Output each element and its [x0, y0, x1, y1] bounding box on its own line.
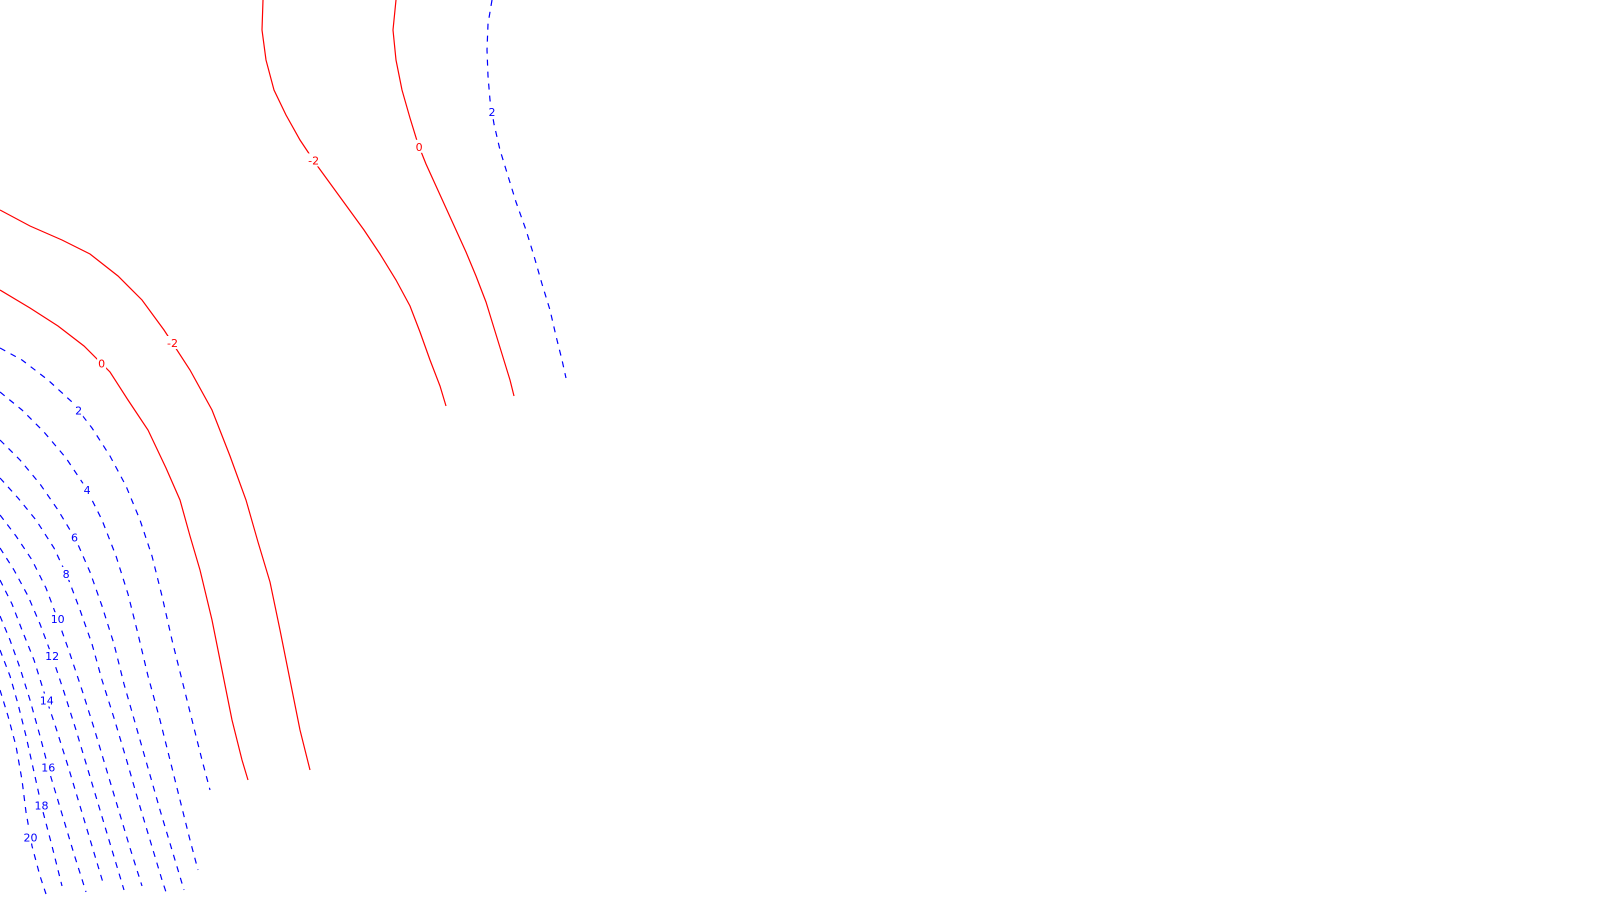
contour-label-bg-left-8	[61, 566, 71, 580]
contour-label-bg-left-4	[82, 483, 92, 497]
contour-label-bg-top-0	[414, 139, 424, 153]
contour-label-left-18: 18	[35, 800, 49, 813]
contour-line-left-20	[0, 689, 47, 895]
contour-label-left-14: 14	[40, 695, 54, 708]
contour-label-bg-left-14	[38, 693, 55, 707]
contour-label-left-16: 16	[41, 761, 55, 774]
contour-label-top-0: 0	[416, 141, 423, 154]
contour-label-left-2: 2	[75, 405, 82, 418]
contour-lines	[0, 0, 567, 895]
contour-line-left-8	[0, 477, 167, 893]
contour-label-top--2: -2	[308, 154, 319, 167]
contour-line-left-4	[0, 391, 199, 871]
contour-label-left-12: 12	[45, 650, 59, 663]
contour-line-left-6	[0, 439, 185, 891]
contour-label-bg-left-16	[40, 760, 57, 774]
contour-label-top-2: 2	[489, 106, 496, 119]
contour-label-bg-top-2	[487, 105, 497, 119]
contour-label-left-6: 6	[71, 532, 78, 545]
contour-label-bg-left-20	[22, 830, 39, 844]
contour-label-bg-left-12	[44, 649, 61, 663]
contour-label-left-10: 10	[51, 613, 65, 626]
contour-line-left-0	[0, 289, 249, 781]
contour-label-bg-top--2	[305, 153, 322, 167]
contour-label-left-4: 4	[84, 484, 91, 497]
contour-line-left-10	[0, 514, 143, 887]
contour-label-bg-left-6	[70, 530, 79, 544]
contour-line-top-0	[392, 0, 515, 397]
contour-labels: -2 0 2 4 6 8 10 12 14 16 18 20 -2 0 2	[22, 105, 497, 845]
contour-label-bg-left-0	[97, 356, 107, 370]
contour-label-bg-left--2	[164, 336, 181, 349]
contour-label-left-8: 8	[63, 568, 70, 581]
contour-label-left-0: 0	[98, 358, 105, 371]
contour-line-left--2	[0, 209, 311, 771]
contour-line-top--2	[261, 0, 447, 407]
contour-line-left-12	[0, 547, 125, 891]
contour-label-left--2: -2	[167, 337, 178, 350]
contour-line-left-18	[0, 649, 63, 887]
contour-label-bg-left-10	[49, 612, 66, 626]
contour-label-left-20: 20	[24, 832, 38, 845]
contour-label-bg-left-2	[74, 403, 84, 417]
contour-line-top-2	[486, 0, 567, 379]
contour-line-left-2	[0, 347, 211, 791]
contour-line-left-14	[0, 579, 105, 887]
contour-label-bg-left-18	[33, 798, 50, 812]
